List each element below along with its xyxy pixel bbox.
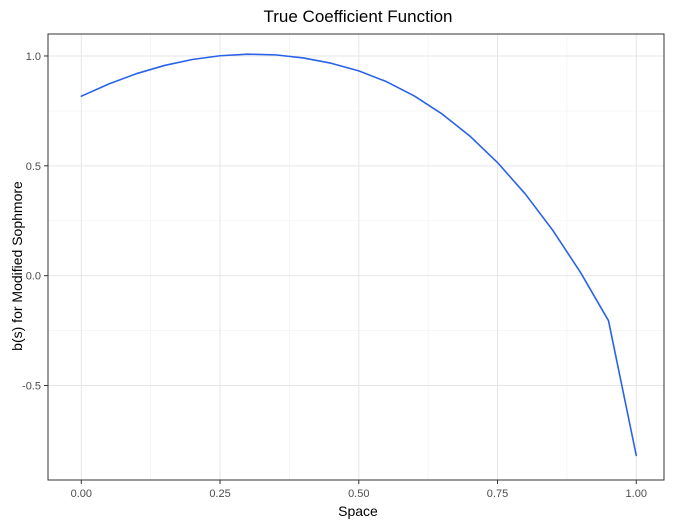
series-line <box>80 53 638 457</box>
x-tick-label: 0.00 <box>71 488 92 500</box>
y-tick-label: -0.5 <box>22 381 41 393</box>
x-axis-label: Space <box>338 503 378 519</box>
y-tick-label: 0.0 <box>26 271 41 283</box>
y-tick-label: 1.0 <box>26 51 41 63</box>
plot-panel-border <box>47 33 665 481</box>
chart-title: True Coefficient Function <box>264 7 453 26</box>
x-tick-label: 0.75 <box>487 488 508 500</box>
x-axis-ticks: 0.00 0.25 0.50 0.75 1.00 <box>71 480 647 500</box>
series-layer <box>80 53 638 457</box>
y-axis-ticks: -0.5 0.0 0.5 1.0 <box>22 51 48 393</box>
y-axis-label: b(s) for Modified Sophmore <box>9 181 25 351</box>
minor-gridlines <box>48 34 664 480</box>
x-tick-label: 0.25 <box>209 488 230 500</box>
major-gridlines <box>48 34 664 480</box>
y-tick-label: 0.5 <box>26 161 41 173</box>
x-tick-label: 0.50 <box>348 488 369 500</box>
x-tick-label: 1.00 <box>626 488 647 500</box>
